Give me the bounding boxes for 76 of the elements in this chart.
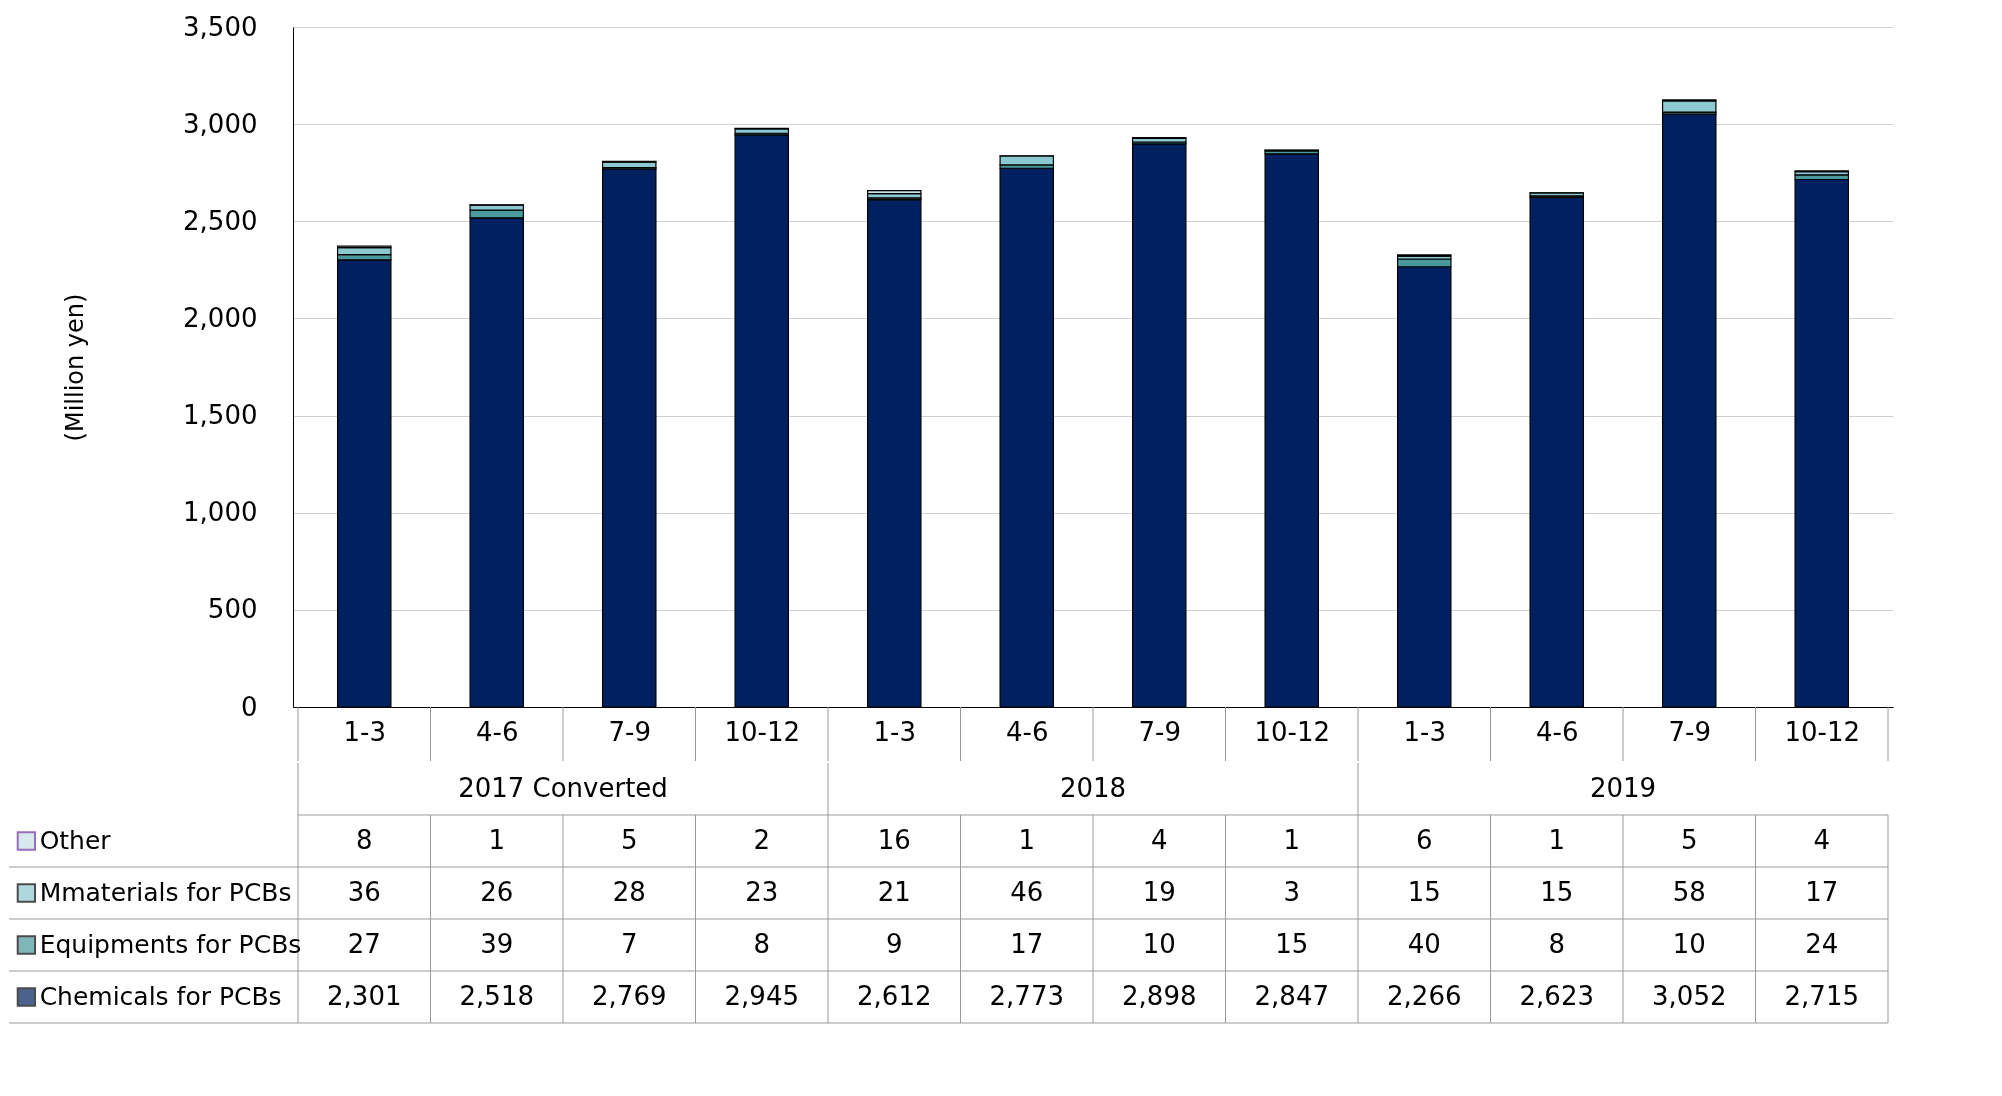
data-label: 26: [480, 877, 514, 907]
data-label: 2,847: [1254, 981, 1329, 1011]
data-label: 40: [1407, 929, 1441, 959]
data-label: 3,052: [1652, 981, 1727, 1011]
data-label: 21: [877, 877, 911, 907]
data-label: 6: [1415, 825, 1433, 855]
text: 2019: [1589, 773, 1657, 803]
data-label: 8: [753, 929, 771, 959]
legend-label: Chemicals for PCBs: [39, 982, 282, 1011]
data-label: 1: [1548, 825, 1566, 855]
x-tick-label: 4-6: [1006, 716, 1049, 747]
x-tick-label: 1-3: [873, 716, 916, 747]
data-label: 19: [1142, 877, 1176, 907]
data-label: 5: [1680, 825, 1698, 855]
x-tick-label: 10-12: [1784, 716, 1861, 747]
y-tick-label: 2,000: [183, 302, 258, 333]
data-label: 8: [355, 825, 373, 855]
x-tick-label: 10-12: [1254, 716, 1331, 747]
data-label: 4: [1150, 825, 1168, 855]
data-label: 2,518: [459, 981, 534, 1011]
data-label: 4: [1813, 825, 1831, 855]
x-tick-label: 10-12: [724, 716, 801, 747]
data-label: 17: [1805, 877, 1839, 907]
legend-label: Equipments for PCBs: [39, 930, 302, 959]
data-label: 10: [1672, 929, 1706, 959]
y-tick-label: 3,500: [183, 11, 258, 42]
data-label: 46: [1010, 877, 1044, 907]
data-label: 39: [480, 929, 514, 959]
y-axis-title: (Million yen): [61, 293, 90, 442]
data-label: 27: [347, 929, 381, 959]
text: 2017 Converted: [458, 773, 668, 803]
y-tick-label: 1,500: [183, 400, 258, 431]
data-label: 2,623: [1519, 981, 1594, 1011]
data-label: 36: [347, 877, 381, 907]
legend-label: Other: [39, 826, 112, 855]
legend-label: Mmaterials for PCBs: [39, 878, 292, 907]
y-tick-label: 2,500: [183, 205, 258, 236]
data-label: 2,945: [724, 981, 799, 1011]
x-tick-label: 1-3: [1403, 716, 1446, 747]
x-tick-label: 4-6: [476, 716, 519, 747]
data-label: 17: [1010, 929, 1044, 959]
data-label: 2,715: [1784, 981, 1859, 1011]
data-label: 15: [1275, 929, 1309, 959]
data-label: 2,898: [1122, 981, 1197, 1011]
data-label: 23: [745, 877, 779, 907]
x-tick-label: 4-6: [1536, 716, 1579, 747]
data-label: 15: [1540, 877, 1574, 907]
data-label: 16: [877, 825, 911, 855]
data-label: 9: [885, 929, 903, 959]
y-tick-label: 3,000: [183, 108, 258, 139]
data-label: 1: [1283, 825, 1301, 855]
data-label: 24: [1805, 929, 1839, 959]
data-label: 1: [1018, 825, 1036, 855]
data-label: 15: [1407, 877, 1441, 907]
data-label: 28: [612, 877, 646, 907]
data-label: 2,612: [857, 981, 932, 1011]
data-label: 3: [1283, 877, 1301, 907]
x-tick-label: 1-3: [343, 716, 386, 747]
data-label: 2,773: [989, 981, 1064, 1011]
data-label: 10: [1142, 929, 1176, 959]
x-tick-label: 7-9: [1138, 716, 1181, 747]
y-tick-label: 500: [207, 594, 258, 625]
y-tick-label: 0: [240, 691, 258, 722]
data-label: 2,769: [592, 981, 667, 1011]
x-tick-label: 7-9: [608, 716, 651, 747]
data-label: 7: [620, 929, 638, 959]
data-label: 8: [1548, 929, 1566, 959]
data-label: 2: [753, 825, 771, 855]
data-label: 58: [1672, 877, 1706, 907]
data-label: 2,301: [327, 981, 402, 1011]
data-label: 2,266: [1387, 981, 1462, 1011]
data-label: 1: [488, 825, 506, 855]
text: 2018: [1059, 773, 1127, 803]
y-tick-label: 1,000: [183, 497, 258, 528]
data-label: 5: [620, 825, 638, 855]
x-tick-label: 7-9: [1668, 716, 1711, 747]
